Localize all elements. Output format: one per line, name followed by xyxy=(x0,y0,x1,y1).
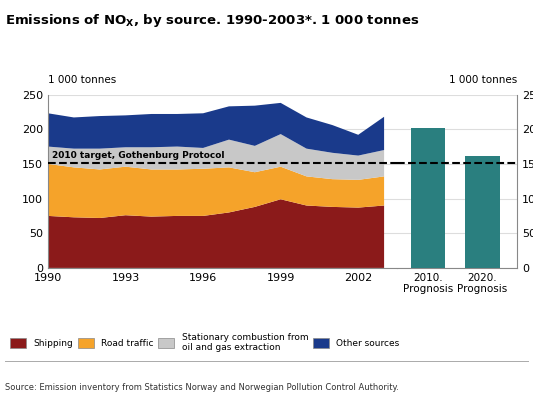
Legend: Shipping, Road traffic, Stationary combustion from
oil and gas extraction, Other: Shipping, Road traffic, Stationary combu… xyxy=(10,333,399,352)
Text: 1 000 tonnes: 1 000 tonnes xyxy=(449,75,517,85)
Text: Emissions of NO$_\mathregular{X}$, by source. 1990-2003*. 1 000 tonnes: Emissions of NO$_\mathregular{X}$, by so… xyxy=(5,12,420,29)
Bar xyxy=(410,128,446,268)
Text: 1 000 tonnes: 1 000 tonnes xyxy=(48,75,116,85)
Text: Source: Emission inventory from Statistics Norway and Norwegian Pollution Contro: Source: Emission inventory from Statisti… xyxy=(5,383,399,392)
Bar xyxy=(465,156,499,268)
Text: 2010 target, Gothenburg Protocol: 2010 target, Gothenburg Protocol xyxy=(52,151,224,160)
